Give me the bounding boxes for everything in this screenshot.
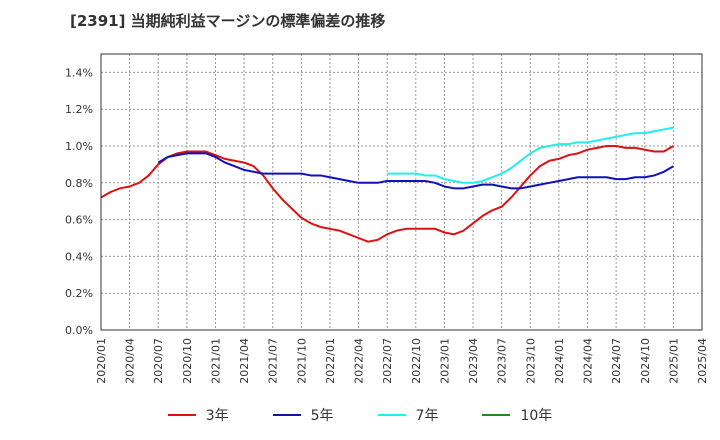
series-line-5年: [157, 152, 674, 190]
y-tick-label: 0.2%: [65, 287, 93, 300]
x-tick-label: 2020/01: [95, 338, 108, 384]
series-line-7年: [387, 126, 674, 184]
x-tick-label: 2025/01: [667, 338, 680, 384]
x-tick-label: 2024/01: [553, 338, 566, 384]
legend-label: 5年: [310, 408, 334, 424]
y-tick-label: 0.4%: [65, 250, 93, 263]
x-tick-label: 2021/10: [295, 338, 308, 384]
grid: [100, 54, 703, 331]
x-tick-label: 2022/01: [324, 338, 337, 384]
legend-swatch: [482, 414, 511, 416]
y-tick-label: 1.4%: [65, 66, 93, 79]
legend-swatch: [167, 414, 196, 416]
x-tick-label: 2023/04: [467, 338, 480, 384]
line-chart: 0.0% 0.2% 0.4% 0.6% 0.8% 1.0% 1.2% 1.4% 2020/01 2…: [65, 53, 709, 384]
legend-item: 10年: [482, 405, 552, 425]
x-tick-label: 2024/04: [582, 338, 595, 384]
legend-label: 10年: [520, 408, 553, 424]
x-tick-label: 2023/10: [524, 338, 537, 384]
x-tick-label: 2021/07: [267, 338, 280, 384]
x-tick-label: 2025/04: [696, 338, 709, 384]
x-tick-label: 2023/01: [438, 338, 451, 384]
y-tick-label: 0.6%: [65, 214, 93, 227]
y-tick-label: 1.2%: [65, 103, 93, 116]
x-tick-label: 2024/10: [639, 338, 652, 384]
x-tick-label: 2022/07: [381, 338, 394, 384]
legend-item: 5年: [272, 405, 334, 425]
plot-area: [101, 54, 702, 330]
legend-swatch: [377, 414, 406, 416]
x-tick-label: 2022/10: [410, 338, 423, 384]
legend-swatch: [272, 414, 301, 416]
axes: 0.0% 0.2% 0.4% 0.6% 0.8% 1.0% 1.2% 1.4% 2020/01 2…: [65, 53, 709, 384]
x-tick-label: 2022/04: [353, 338, 366, 384]
x-tick-label: 2020/04: [124, 338, 137, 384]
y-tick-label: 1.0%: [65, 140, 93, 153]
legend-label: 7年: [415, 408, 439, 424]
x-tick-label: 2021/01: [209, 338, 222, 384]
x-tick-label: 2020/07: [152, 338, 165, 384]
legend-label: 3年: [205, 408, 229, 424]
y-tick-label: 0.0%: [65, 324, 93, 337]
series-line-3年: [100, 145, 674, 243]
x-tick-label: 2024/07: [610, 338, 623, 384]
x-tick-label: 2021/04: [238, 338, 251, 384]
legend: 3年 5年 7年 10年: [0, 400, 720, 430]
legend-item: 3年: [167, 405, 229, 425]
legend-item: 7年: [377, 405, 439, 425]
y-tick-label: 0.8%: [65, 177, 93, 190]
plot-border: [100, 53, 703, 331]
series-lines: [100, 126, 674, 243]
x-tick-label: 2023/07: [496, 338, 509, 384]
x-tick-label: 2020/10: [181, 338, 194, 384]
chart-title: [2391] 当期純利益マージンの標準偏差の推移: [70, 12, 386, 30]
